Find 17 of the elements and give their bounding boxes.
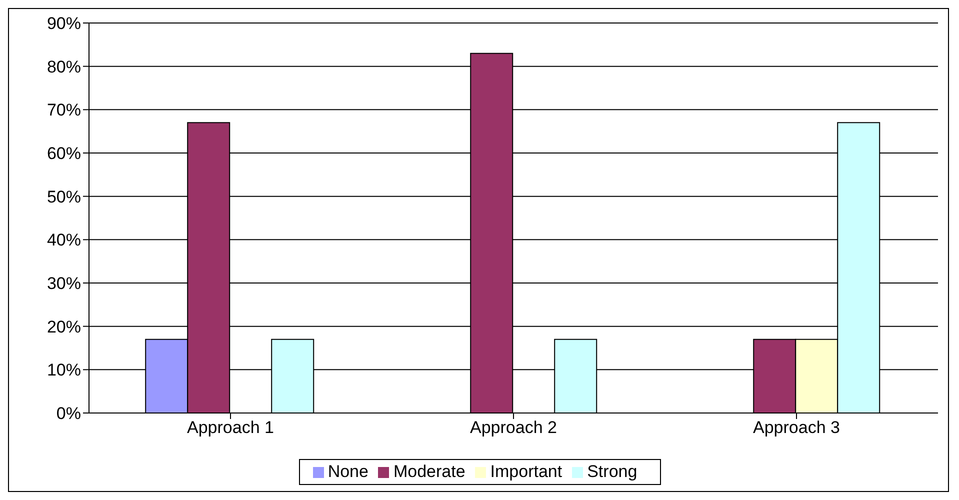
legend-label: None: [328, 462, 368, 481]
y-tick-label: 70%: [46, 100, 81, 120]
y-tick-label: 40%: [46, 230, 81, 250]
legend-label: Moderate: [393, 462, 466, 481]
y-tick-label: 0%: [56, 404, 81, 424]
x-tick-label: Approach 3: [753, 418, 840, 438]
y-tick-label: 20%: [46, 317, 81, 336]
y-tick-label: 80%: [46, 57, 81, 76]
y-tick-label: 30%: [46, 274, 81, 294]
y-tick-label: 90%: [46, 14, 81, 34]
y-tick-label: 60%: [46, 144, 81, 164]
y-tick-label: 10%: [46, 360, 81, 380]
y-tick-label: 50%: [46, 187, 81, 206]
legend-label: Strong: [587, 462, 638, 481]
legend-label: Important: [490, 462, 562, 481]
x-tick-label: Approach 1: [187, 418, 274, 438]
x-tick-label: Approach 2: [470, 418, 557, 438]
